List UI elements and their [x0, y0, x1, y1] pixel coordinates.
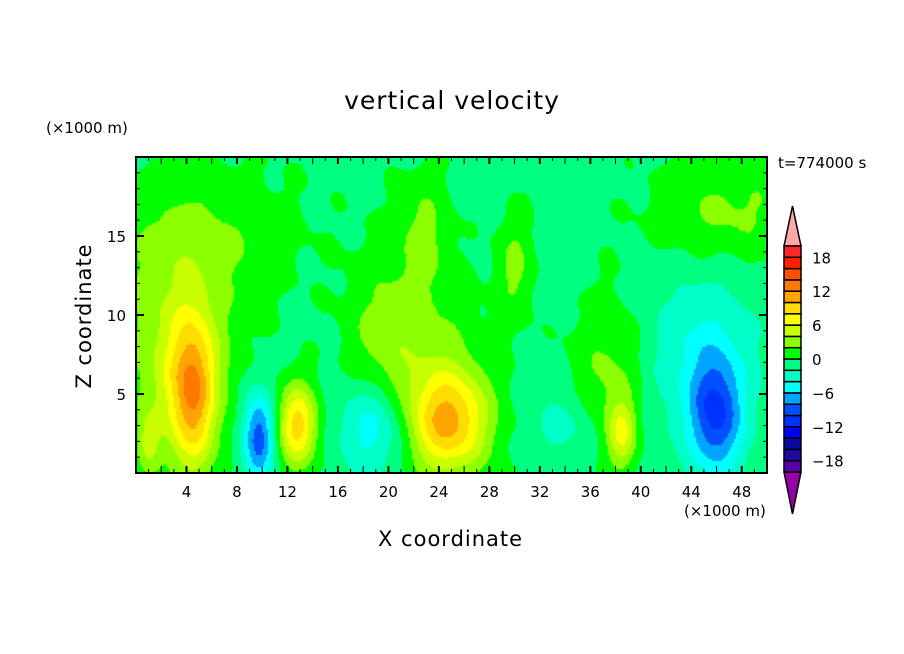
x-tick-label: 4 [182, 483, 192, 501]
x-tick-label: 20 [379, 483, 398, 501]
colorbar-label: −12 [812, 419, 844, 437]
time-label: t=774000 s [778, 154, 867, 172]
x-axis-label: X coordinate [378, 527, 524, 551]
colorbar-box [783, 414, 802, 428]
colorbar-box [783, 313, 802, 326]
colorbar-box [783, 346, 802, 360]
colorbar-box [783, 290, 802, 304]
y-tick-label: 10 [107, 307, 126, 325]
y-tick-label: 15 [107, 228, 126, 246]
colorbar-box [783, 369, 802, 383]
y-axis-unit: (×1000 m) [46, 119, 128, 137]
colorbar-label: −18 [812, 453, 844, 471]
colorbar-box [783, 358, 802, 372]
contour-field [136, 157, 767, 473]
colorbar-label: −6 [812, 385, 834, 403]
colorbar-label: 6 [812, 317, 822, 335]
colorbar-box [783, 403, 802, 417]
x-tick-label: 40 [631, 483, 650, 501]
colorbar-box [783, 245, 802, 259]
x-tick-label: 36 [581, 483, 600, 501]
colorbar-box [783, 437, 802, 451]
plot-frame [135, 156, 768, 474]
colorbar-box [783, 279, 802, 292]
colorbar-box [783, 426, 802, 439]
colorbar-over-triangle [783, 205, 802, 247]
x-axis-unit: (×1000 m) [684, 502, 766, 520]
x-tick-label: 44 [682, 483, 701, 501]
colorbar-box [783, 335, 802, 349]
colorbar-box [783, 459, 802, 473]
colorbar-label: 18 [812, 249, 831, 267]
x-tick-label: 16 [328, 483, 347, 501]
x-tick-label: 48 [732, 483, 751, 501]
colorbar-box [783, 448, 802, 462]
chart-title: vertical velocity [344, 86, 560, 115]
colorbar-label: 0 [812, 351, 822, 369]
x-tick-label: 12 [278, 483, 297, 501]
x-tick-label: 32 [530, 483, 549, 501]
x-tick-label: 24 [429, 483, 448, 501]
x-tick-label: 8 [232, 483, 242, 501]
colorbar-under-triangle [783, 471, 802, 515]
x-tick-label: 28 [480, 483, 499, 501]
colorbar-box [783, 392, 802, 405]
colorbar-box [783, 256, 802, 270]
y-tick-label: 5 [116, 386, 126, 404]
colorbar-box [783, 267, 802, 281]
colorbar-box [783, 324, 802, 338]
colorbar-label: 12 [812, 283, 831, 301]
colorbar-box [783, 301, 802, 315]
colorbar-box [783, 380, 802, 394]
